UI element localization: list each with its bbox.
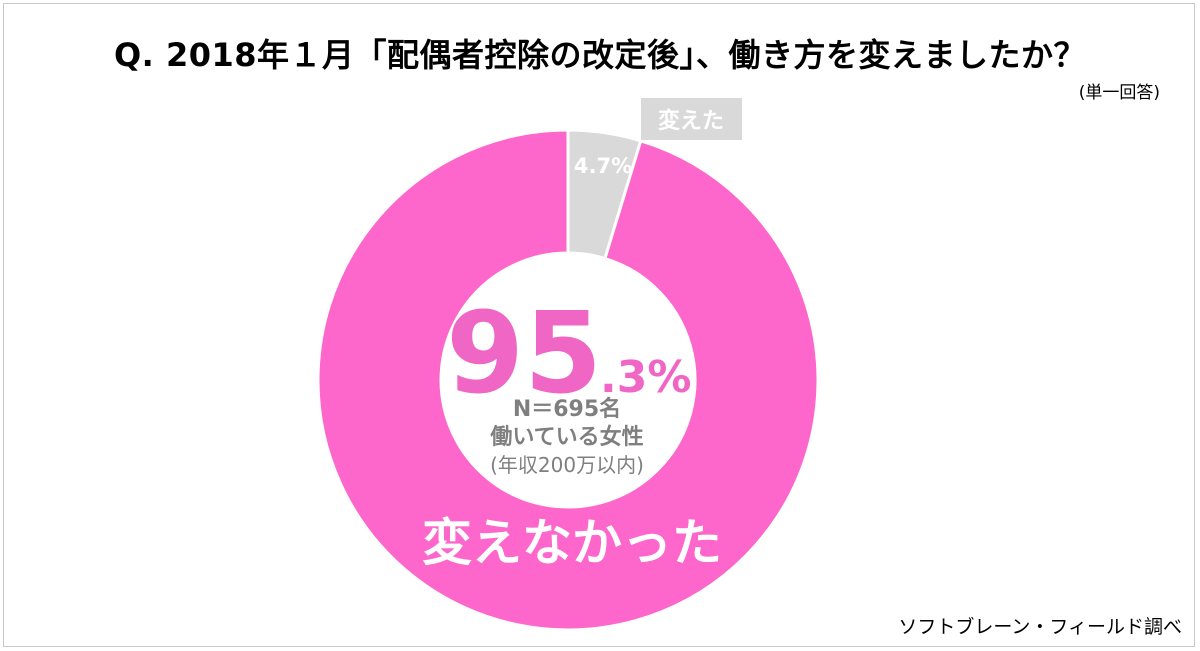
center-percentage-decimal: .3% xyxy=(600,352,691,403)
donut-slices xyxy=(316,128,820,632)
slice-label-changed: 変えた xyxy=(658,108,724,134)
slice-label-box-changed xyxy=(641,98,742,140)
slice-value-changed: 4.7% xyxy=(574,154,632,178)
slice-label-unchanged: 変えなかった xyxy=(422,514,722,572)
respondent-group-label: 働いている女性 xyxy=(489,424,643,450)
data-source: ソフトブレーン・フィールド調べ xyxy=(898,616,1182,638)
sample-size-label: N＝695名 xyxy=(513,396,621,422)
income-condition-label: (年収200万以内) xyxy=(490,453,644,477)
chart-frame xyxy=(3,3,1195,647)
donut-slice-unchanged xyxy=(316,128,820,632)
chart-title: Q. 2018年１月「配偶者控除の改定後」、働き方を変えましたか？ xyxy=(113,36,1087,74)
center-percentage-integer: 95 xyxy=(446,289,602,419)
answer-type-note: (単一回答) xyxy=(1078,83,1160,103)
